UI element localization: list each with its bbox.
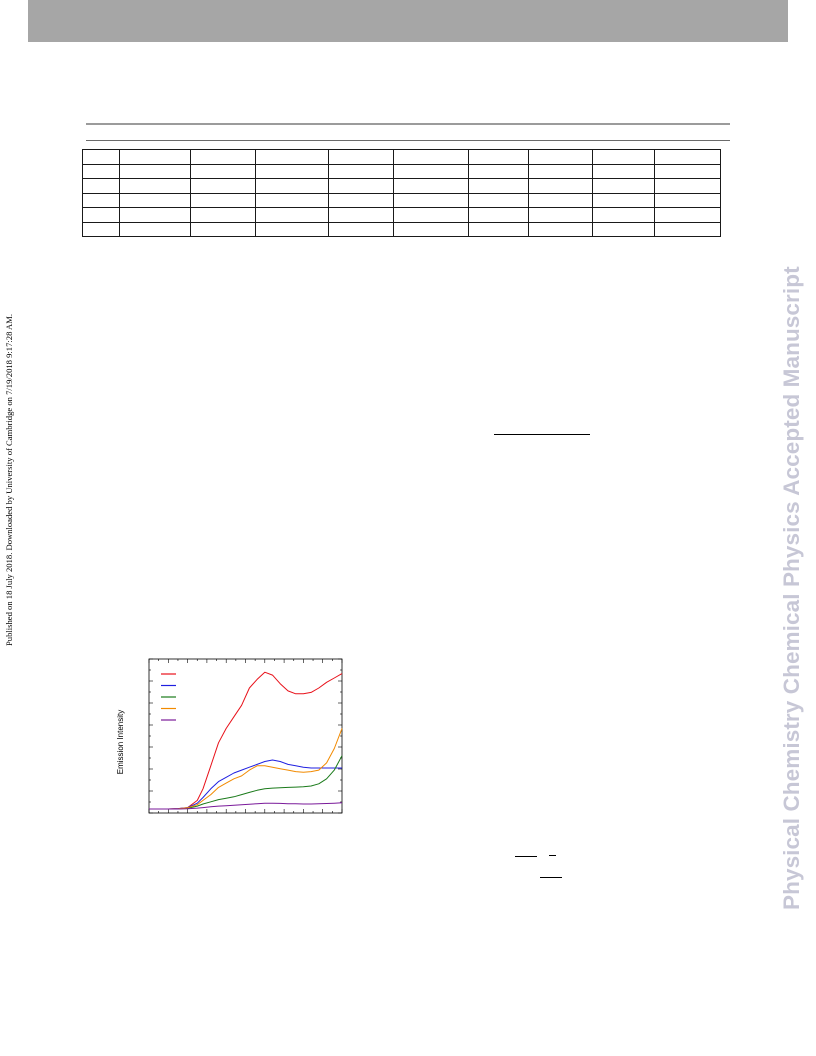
equation-fraction-bar — [540, 877, 562, 878]
table-top-rule — [86, 123, 730, 125]
header-bar — [28, 0, 788, 42]
data-table — [82, 149, 721, 237]
table-cell — [654, 192, 721, 208]
series-line-2 — [149, 759, 342, 810]
table-cell — [654, 221, 721, 237]
table-row — [82, 192, 721, 208]
table-cell — [328, 149, 394, 165]
table-header-rule — [86, 140, 730, 141]
table-cell — [255, 163, 329, 179]
equation-fraction-bar — [515, 856, 537, 857]
table-cell — [592, 163, 655, 179]
table-cell — [255, 207, 329, 223]
table-cell — [468, 207, 529, 223]
table-cell — [468, 163, 529, 179]
table-cell — [328, 178, 394, 194]
table-cell — [393, 163, 469, 179]
table-cell — [528, 221, 593, 237]
table-cell — [119, 207, 191, 223]
table-cell — [328, 221, 394, 237]
equation-fraction-bar — [549, 855, 556, 856]
table-cell — [468, 178, 529, 194]
emission-chart: Emission Intensity — [116, 658, 343, 814]
table-cell — [592, 207, 655, 223]
table-cell — [592, 221, 655, 237]
table-row — [82, 221, 721, 237]
table-cell — [190, 221, 256, 237]
series-line-3 — [149, 755, 343, 810]
chart-axes — [148, 658, 343, 814]
table-cell — [119, 178, 191, 194]
plot-frame — [148, 658, 343, 814]
table-cell — [82, 207, 120, 223]
table-cell — [82, 178, 120, 194]
table-cell — [255, 149, 329, 165]
table-row — [82, 149, 721, 165]
table-cell — [528, 207, 593, 223]
table-cell — [82, 163, 120, 179]
table-row — [82, 207, 721, 223]
table-cell — [528, 178, 593, 194]
table-row — [82, 178, 721, 194]
table-cell — [328, 163, 394, 179]
table-cell — [393, 207, 469, 223]
table-cell — [190, 163, 256, 179]
table-cell — [592, 192, 655, 208]
table-cell — [654, 178, 721, 194]
table-cell — [328, 207, 394, 223]
chart-series — [149, 671, 343, 810]
table-cell — [468, 149, 529, 165]
equation-fraction-bar — [494, 434, 590, 435]
table-cell — [82, 221, 120, 237]
table-cell — [528, 149, 593, 165]
table-cell — [255, 221, 329, 237]
table-cell — [190, 192, 256, 208]
table-cell — [255, 192, 329, 208]
table-cell — [393, 221, 469, 237]
y-axis-label: Emission Intensity — [116, 710, 125, 774]
table-cell — [468, 221, 529, 237]
publication-note: Published on 18 July 2018. Downloaded by… — [4, 313, 14, 646]
table-cell — [528, 163, 593, 179]
series-line-5 — [149, 802, 343, 810]
table-cell — [119, 163, 191, 179]
table-cell — [82, 149, 120, 165]
table-cell — [328, 192, 394, 208]
table-cell — [393, 192, 469, 208]
table-cell — [255, 178, 329, 194]
table-cell — [592, 149, 655, 165]
table-cell — [119, 149, 191, 165]
table-row — [82, 163, 721, 179]
table-cell — [654, 163, 721, 179]
table-cell — [119, 192, 191, 208]
table-cell — [393, 178, 469, 194]
table-cell — [654, 207, 721, 223]
chart-legend — [161, 673, 176, 721]
table-cell — [393, 149, 469, 165]
series-line-4 — [149, 728, 343, 810]
table-cell — [190, 149, 256, 165]
table-cell — [654, 149, 721, 165]
table-cell — [190, 178, 256, 194]
table-cell — [119, 221, 191, 237]
table-cell — [82, 192, 120, 208]
series-line-1 — [149, 671, 343, 810]
table-cell — [528, 192, 593, 208]
journal-watermark: Physical Chemistry Chemical Physics Acce… — [779, 266, 804, 910]
table-cell — [190, 207, 256, 223]
table-cell — [468, 192, 529, 208]
table-cell — [592, 178, 655, 194]
